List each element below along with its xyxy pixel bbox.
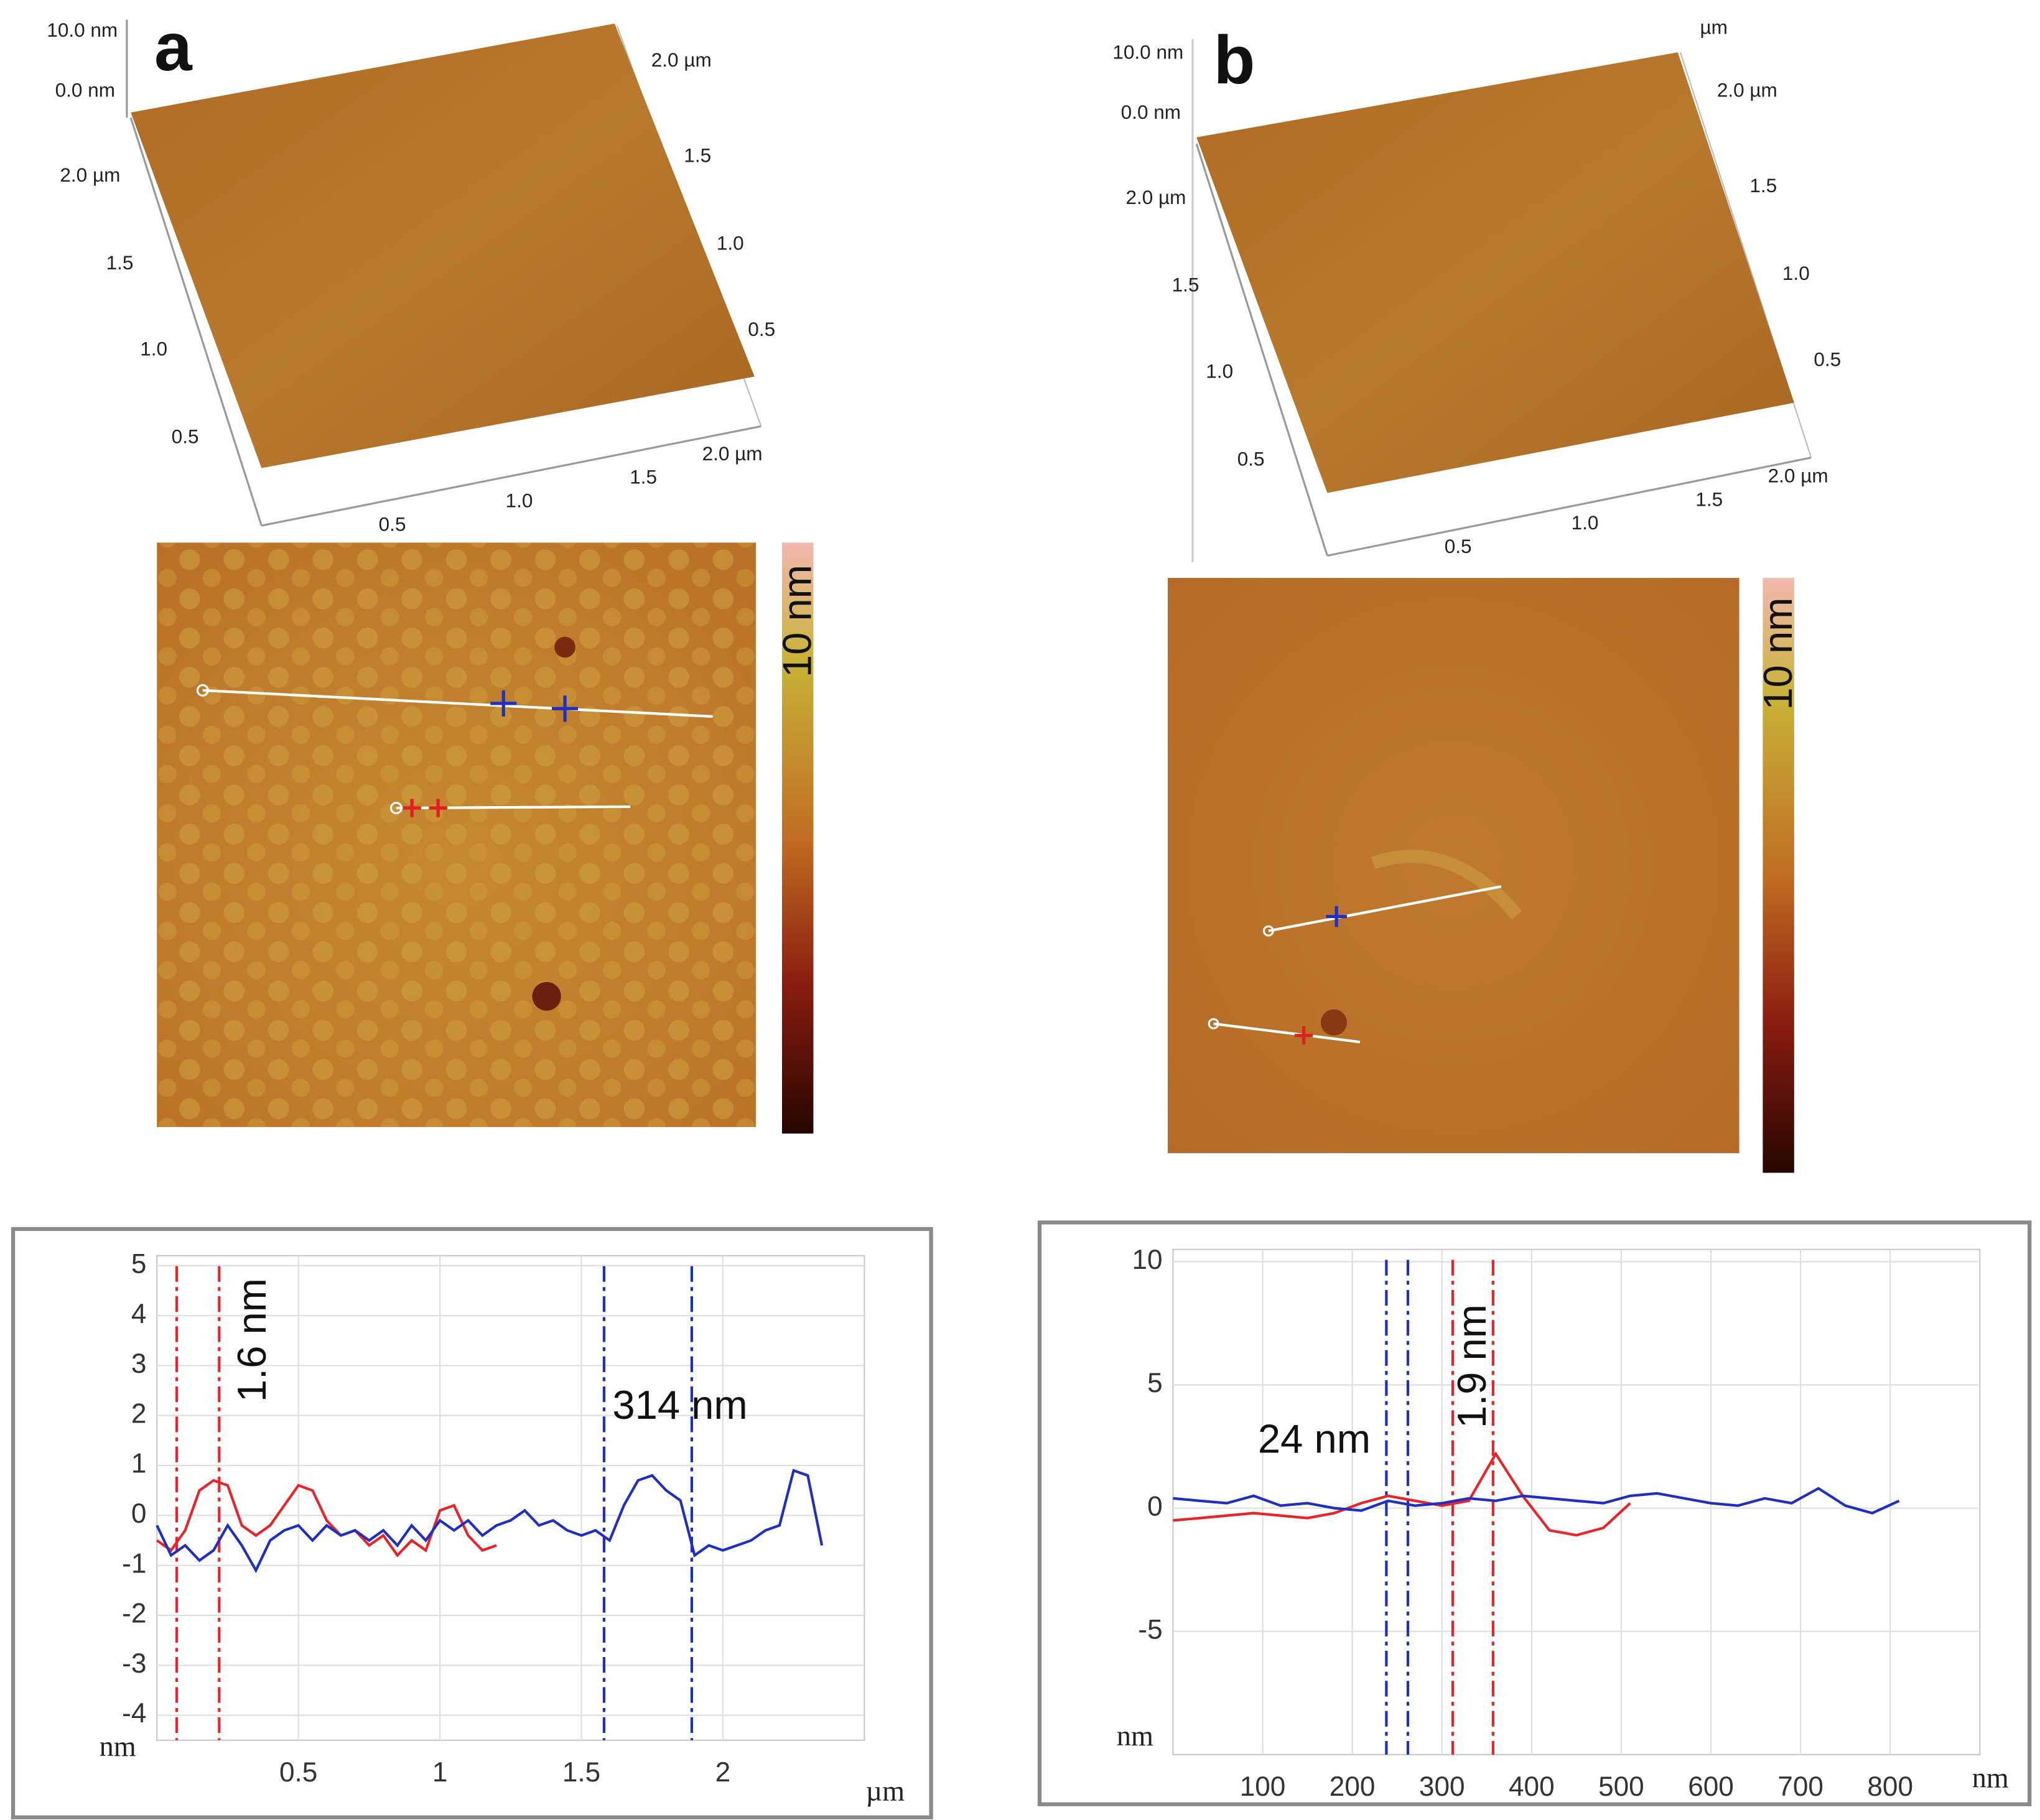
y-tick-label: -5 bbox=[1138, 1614, 1162, 1645]
x-tick-label: 600 bbox=[1688, 1771, 1734, 1802]
x-tick-label: 300 bbox=[1419, 1771, 1465, 1802]
left-axis-label: 0.5 bbox=[1237, 447, 1265, 470]
annotation: 24 nm bbox=[1258, 1416, 1371, 1462]
annotation: 314 nm bbox=[612, 1382, 747, 1428]
panel-label: a bbox=[154, 9, 193, 85]
colorbar-label: 10 nm bbox=[1755, 597, 1800, 710]
y-tick-label: 0 bbox=[131, 1498, 147, 1529]
bottom-axis-label: 1.0 bbox=[506, 490, 533, 512]
y-axis-unit: nm bbox=[100, 1731, 136, 1763]
y-tick-label: 0 bbox=[1147, 1491, 1163, 1521]
bottom-axis-label: 2.0 µm bbox=[702, 442, 763, 465]
y-tick-label: 2 bbox=[131, 1398, 147, 1429]
right-axis-label: 1.5 bbox=[684, 144, 711, 167]
y-axis-unit: nm bbox=[1117, 1720, 1153, 1752]
left-axis-label: 2.0 µm bbox=[60, 164, 120, 186]
y-tick-label: 5 bbox=[1147, 1368, 1163, 1398]
y-tick-label: 10 bbox=[1132, 1245, 1163, 1275]
right-axis-label: 1.0 bbox=[1782, 262, 1810, 284]
x-axis-unit: nm bbox=[1972, 1762, 2009, 1794]
x-tick-label: 1.5 bbox=[562, 1757, 600, 1788]
x-tick-label: 0.5 bbox=[279, 1757, 317, 1788]
afm-image-b bbox=[1168, 578, 1740, 1153]
colorbar-a bbox=[781, 542, 814, 1134]
data-line bbox=[156, 1479, 497, 1558]
afm-image-a bbox=[157, 542, 756, 1127]
unit-label: µm bbox=[1700, 16, 1728, 39]
bottom-axis-label: 0.5 bbox=[1445, 535, 1472, 557]
y-tick-label: 1 bbox=[131, 1449, 147, 1479]
x-tick-label: 2 bbox=[715, 1757, 731, 1788]
bottom-axis-label: 1.0 bbox=[1572, 511, 1599, 534]
plot-area bbox=[1172, 1248, 1981, 1755]
z-axis-label: 0.0 nm bbox=[55, 79, 115, 101]
left-axis-label: 2.0 µm bbox=[1125, 186, 1186, 208]
x-tick-label: 100 bbox=[1240, 1771, 1286, 1802]
y-tick-label: 3 bbox=[131, 1349, 147, 1379]
left-axis-label: 1.0 bbox=[1206, 360, 1233, 382]
x-tick-label: 200 bbox=[1330, 1771, 1376, 1802]
z-axis-label: 10.0 nm bbox=[1112, 41, 1183, 63]
z-axis-label: 0.0 nm bbox=[1121, 101, 1181, 123]
x-tick-label: 500 bbox=[1598, 1771, 1644, 1802]
bottom-axis-label: 1.5 bbox=[1695, 488, 1723, 510]
annotation: 1.6 nm bbox=[229, 1278, 274, 1402]
left-axis-label: 1.0 bbox=[140, 338, 167, 360]
y-tick-label: 4 bbox=[131, 1299, 147, 1329]
x-tick-label: 400 bbox=[1509, 1771, 1555, 1802]
x-axis-unit: µm bbox=[865, 1776, 905, 1808]
right-axis-label: 1.0 bbox=[717, 231, 744, 254]
x-tick-label: 700 bbox=[1777, 1771, 1823, 1802]
surface-a bbox=[126, 19, 762, 527]
data-line bbox=[1173, 1451, 1631, 1537]
colorbar-label: 10 nm bbox=[775, 565, 820, 677]
left-axis-label: 0.5 bbox=[172, 425, 199, 448]
panel-label: b bbox=[1214, 22, 1255, 98]
x-tick-label: 800 bbox=[1867, 1771, 1913, 1802]
y-tick-label: -1 bbox=[122, 1548, 146, 1579]
right-axis-label: 2.0 µm bbox=[1717, 79, 1777, 101]
y-tick-label: -2 bbox=[122, 1599, 146, 1629]
right-axis-label: 0.5 bbox=[1814, 348, 1841, 371]
annotation: 1.9 nm bbox=[1449, 1304, 1494, 1428]
left-axis-label: 1.5 bbox=[106, 251, 134, 274]
surface-b bbox=[1191, 39, 1812, 562]
y-tick-label: -4 bbox=[122, 1698, 146, 1729]
z-axis-label: 10.0 nm bbox=[47, 19, 118, 41]
data-line bbox=[156, 1469, 824, 1574]
bottom-axis-label: 2.0 µm bbox=[1768, 465, 1828, 487]
chart-frame-b bbox=[1037, 1220, 2032, 1806]
colorbar-b bbox=[1763, 578, 1794, 1173]
left-axis-label: 1.5 bbox=[1172, 274, 1199, 296]
right-axis-label: 1.5 bbox=[1749, 174, 1777, 197]
right-axis-label: 2.0 µm bbox=[651, 49, 712, 71]
data-line bbox=[1173, 1487, 1900, 1515]
y-tick-label: -3 bbox=[122, 1648, 146, 1679]
right-axis-label: 0.5 bbox=[748, 318, 775, 340]
bottom-axis-label: 1.5 bbox=[630, 466, 657, 488]
y-tick-label: 5 bbox=[131, 1248, 147, 1279]
plot-area bbox=[156, 1255, 865, 1741]
bottom-axis-label: 0.5 bbox=[379, 513, 406, 535]
x-tick-label: 1 bbox=[432, 1757, 448, 1788]
